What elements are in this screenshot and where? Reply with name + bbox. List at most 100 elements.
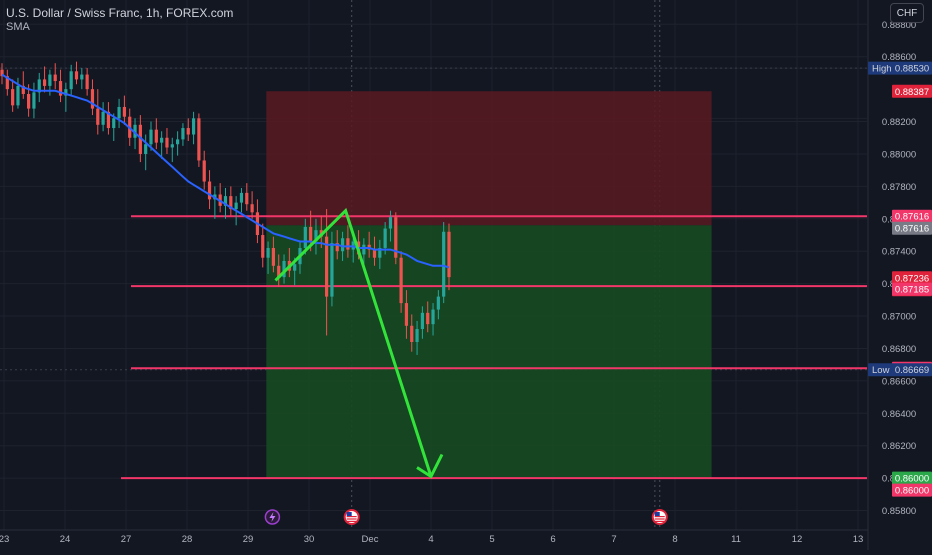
y-tick-label: 0.86400 — [882, 409, 916, 420]
candle-body — [410, 325, 414, 342]
x-tick-label: 12 — [792, 534, 803, 545]
y-tick-label: 0.85800 — [882, 506, 916, 517]
price-tag-red-value: 0.88387 — [895, 87, 929, 98]
x-tick-label: 28 — [182, 534, 193, 545]
sma-line — [1, 73, 450, 269]
candle-body — [197, 118, 201, 161]
candle-body — [420, 312, 424, 330]
us-flag-stripe — [654, 518, 665, 520]
y-tick-label: 0.87400 — [882, 247, 916, 258]
y-tick-label: 0.86800 — [882, 344, 916, 355]
take-profit-zone — [266, 225, 712, 479]
projection-arrow-head — [416, 453, 444, 479]
x-tick-label: 4 — [428, 534, 433, 545]
price-tag-bg — [868, 61, 932, 75]
x-tick-label: 13 — [853, 534, 864, 545]
price-tag-bg — [892, 271, 932, 285]
candle-body — [293, 264, 297, 271]
candle-body — [245, 192, 249, 205]
us-flag-canton — [346, 512, 352, 516]
candle-body — [383, 228, 387, 248]
candle-body — [74, 71, 79, 80]
candle-body — [32, 92, 36, 109]
candle-body — [372, 249, 377, 258]
candle-body — [362, 244, 366, 255]
price-tag-bg — [868, 363, 932, 377]
candle-body — [394, 217, 398, 258]
candle-body — [48, 74, 52, 86]
price-tag-pink-value: 0.87616 — [895, 212, 929, 223]
candle-body — [239, 192, 244, 203]
y-tick-label: 0.86200 — [882, 441, 916, 452]
y-tick-label: 0.88000 — [882, 149, 916, 160]
price-tag-pink-value: 0.87185 — [895, 285, 929, 296]
us-flag-icon — [651, 509, 668, 525]
price-tag-bg — [892, 209, 932, 223]
candle-body — [149, 129, 153, 145]
candle-body — [133, 124, 137, 138]
x-tick-label: 5 — [489, 534, 494, 545]
indicator-label[interactable]: SMA — [6, 21, 30, 33]
candle-body — [303, 226, 307, 248]
candle-body — [399, 257, 403, 304]
candle-body — [106, 111, 111, 129]
candle-body — [160, 137, 164, 143]
candle-body — [186, 128, 190, 135]
candle-body — [314, 230, 318, 242]
candle-body — [266, 247, 270, 258]
candle-body — [138, 124, 142, 154]
candle-body — [11, 89, 15, 106]
candle-body — [170, 144, 174, 148]
y-tick-label: 0.87800 — [882, 182, 916, 193]
candle-body — [223, 196, 228, 206]
us-flag-icon — [343, 509, 360, 525]
price-tag-bg — [892, 282, 932, 296]
candle-body — [96, 108, 100, 125]
candle-body — [378, 247, 382, 258]
price-tag-pink-value: 0.86000 — [895, 486, 929, 497]
candle-body — [261, 235, 265, 258]
candle-body — [165, 137, 169, 148]
us-flag-stripe — [654, 516, 665, 518]
candle-body — [340, 238, 345, 252]
candle-body — [309, 226, 313, 242]
candle-body — [202, 160, 206, 182]
candle-body — [58, 81, 63, 96]
us-flag-stripe — [346, 516, 357, 518]
price-tag-green-value: 0.86000 — [895, 474, 929, 485]
candle-body — [325, 236, 329, 297]
candle-body — [346, 238, 350, 250]
x-tick-label: 29 — [243, 534, 254, 545]
candle-body — [191, 118, 196, 135]
candle-body — [16, 85, 20, 106]
y-tick-label: 0.88600 — [882, 52, 916, 63]
lightning-icon — [264, 509, 281, 525]
price-tag-high-label: High — [872, 64, 892, 75]
x-tick-label: 7 — [611, 534, 616, 545]
candle-body — [112, 118, 116, 129]
candle-body — [181, 128, 185, 140]
price-tag-red-value: 0.87236 — [895, 273, 929, 284]
x-tick-label: 27 — [121, 534, 132, 545]
price-tag-bg — [892, 84, 932, 98]
currency-button[interactable]: CHF — [890, 3, 924, 23]
chart-title: U.S. Dollar / Swiss Franc, 1h, FOREX.com — [6, 6, 234, 20]
candle-body — [85, 74, 89, 90]
candle-body — [80, 74, 84, 80]
x-tick-label: 6 — [550, 534, 555, 545]
us-flag-canton — [654, 512, 660, 516]
candle-body — [144, 144, 148, 154]
candle-body — [282, 260, 286, 278]
candle-body — [250, 204, 254, 213]
candle-body — [277, 265, 281, 278]
candle-body — [426, 312, 430, 325]
candle-body — [27, 94, 31, 109]
price-tag-low-label: Low — [872, 365, 890, 376]
y-tick-label: 0.88800 — [882, 20, 916, 31]
candle-body — [90, 89, 95, 109]
x-tick-label: 24 — [60, 534, 71, 545]
candle-body — [64, 89, 68, 96]
us-flag-stripe — [346, 518, 357, 520]
